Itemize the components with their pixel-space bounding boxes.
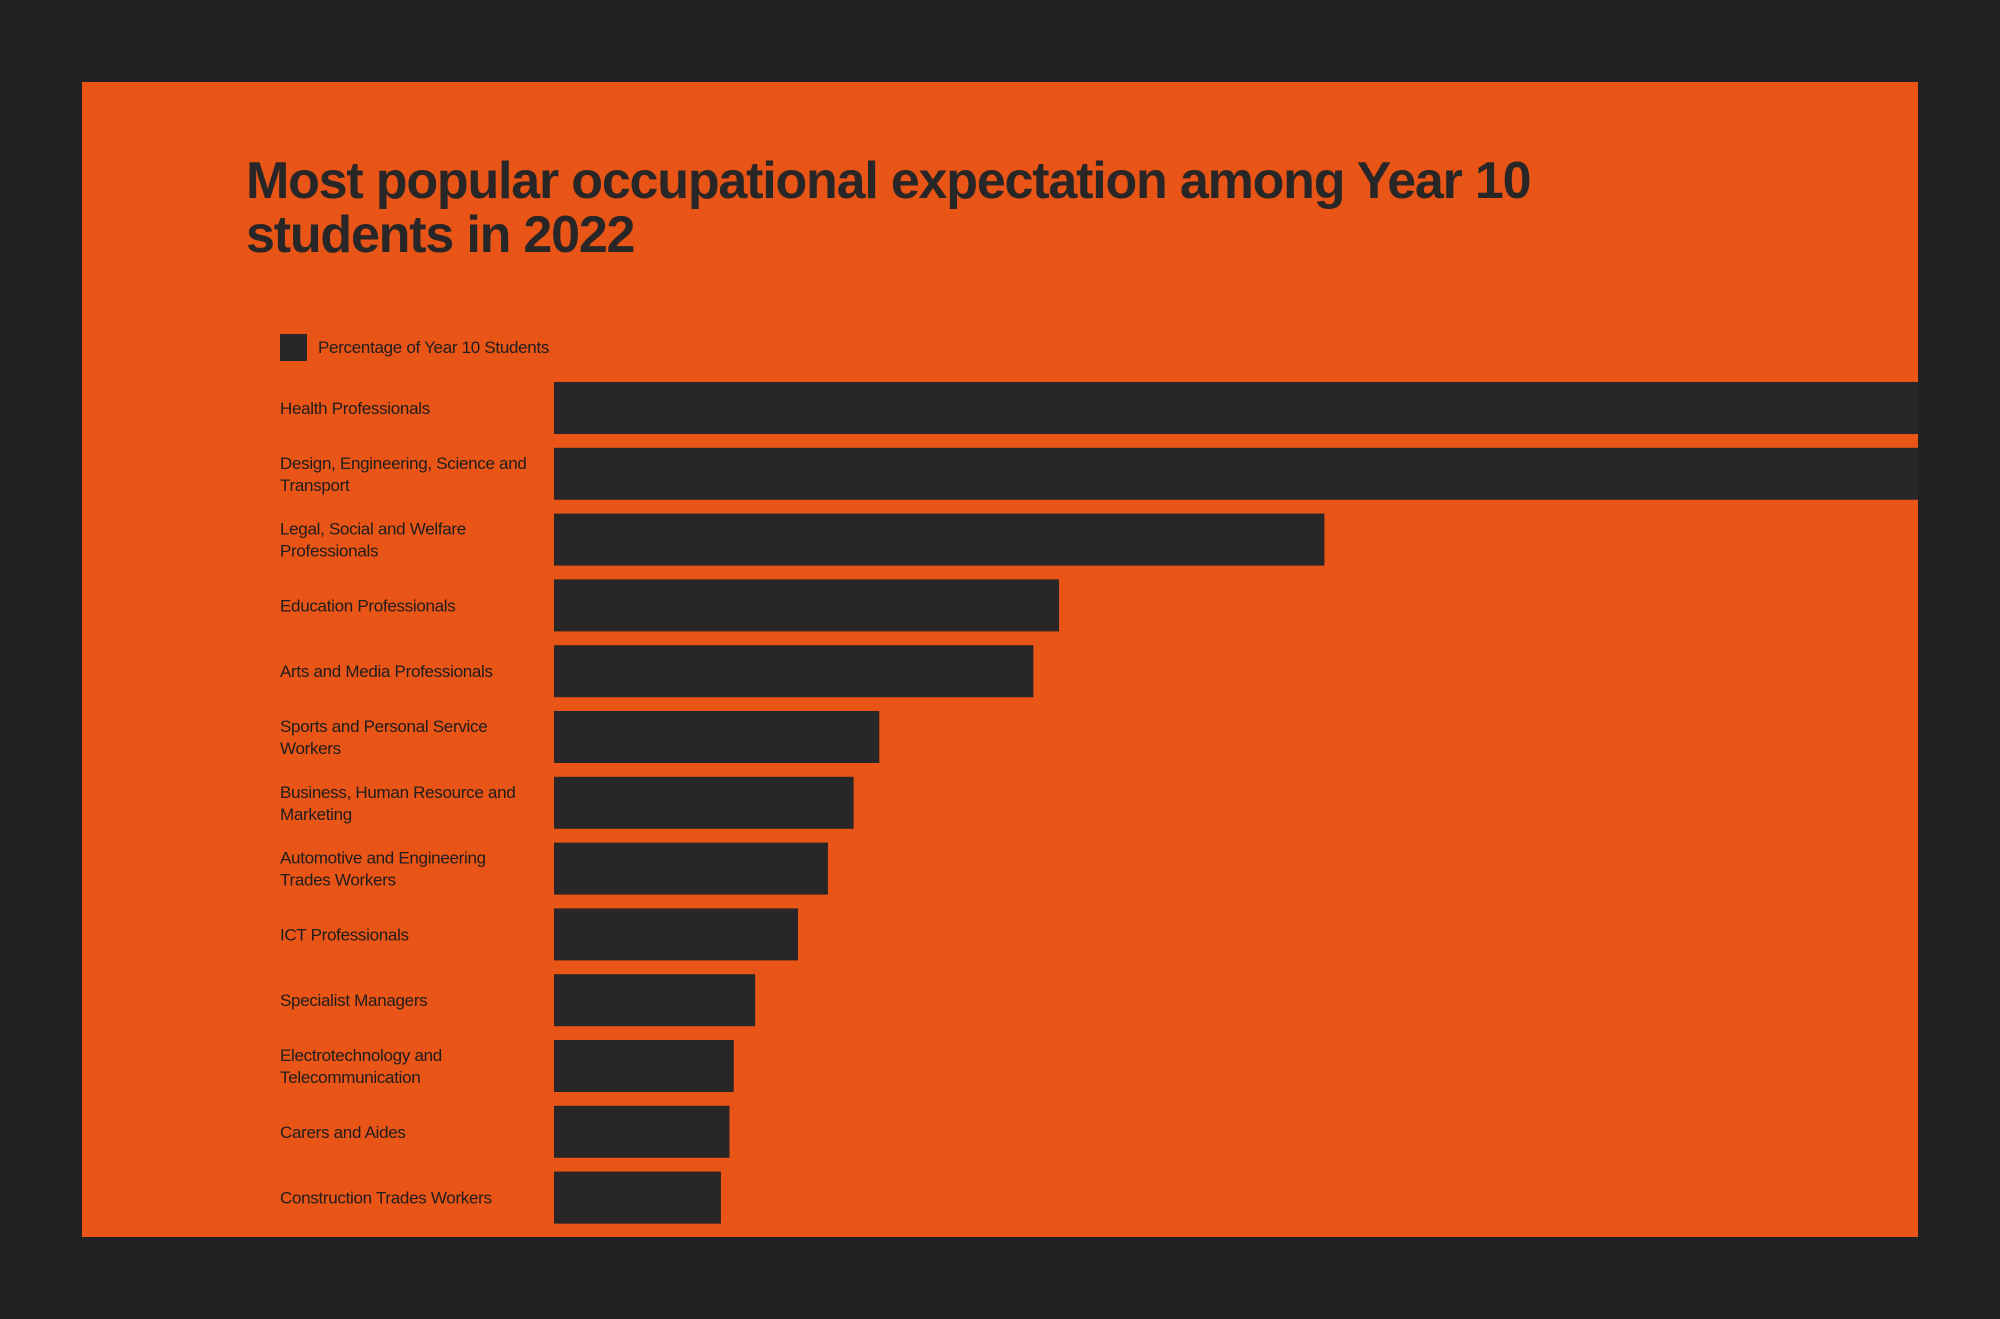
legend: Percentage of Year 10 Students bbox=[280, 334, 549, 361]
bar-plot: Health Professionals Design, Engineering,… bbox=[280, 382, 1918, 1224]
category-label: Specialist Managers bbox=[280, 991, 427, 1010]
category-label: Carers and Aides bbox=[280, 1123, 406, 1142]
category-label-line: Trades Workers bbox=[280, 871, 396, 890]
category-label: Sports and Personal Service Workers bbox=[280, 717, 487, 758]
bar bbox=[554, 645, 1034, 698]
category-label-line: Workers bbox=[280, 739, 341, 758]
category-label: ICT Professionals bbox=[280, 925, 409, 944]
chart-title: Most popular occupational expectation am… bbox=[246, 152, 1532, 264]
category-label-line: Sports and Personal Service bbox=[280, 717, 487, 736]
bar bbox=[554, 776, 854, 829]
category-label-line: Specialist Managers bbox=[280, 991, 427, 1010]
category-label-line: Electrotechnology and bbox=[280, 1046, 442, 1065]
category-label: Design, Engineering, Science and Transpor… bbox=[280, 454, 527, 495]
bar bbox=[554, 908, 798, 961]
category-label-line: Transport bbox=[280, 476, 350, 495]
category-label-line: Telecommunication bbox=[280, 1068, 420, 1087]
category-label: Health Professionals bbox=[280, 399, 430, 418]
category-label-line: Design, Engineering, Science and bbox=[280, 454, 527, 473]
category-label: Electrotechnology and Telecommunication bbox=[280, 1046, 442, 1087]
bar bbox=[554, 974, 756, 1027]
bar bbox=[554, 1105, 730, 1158]
category-label-line: ICT Professionals bbox=[280, 925, 409, 944]
category-label-line: Automotive and Engineering bbox=[280, 849, 486, 868]
category-label: Legal, Social and Welfare Professionals bbox=[280, 520, 466, 561]
category-label: Arts and Media Professionals bbox=[280, 662, 493, 681]
bar bbox=[554, 579, 1060, 632]
bar bbox=[554, 447, 1918, 500]
bar bbox=[554, 1040, 734, 1092]
category-label-line: Carers and Aides bbox=[280, 1123, 406, 1142]
category-label-line: Marketing bbox=[280, 805, 352, 824]
category-label-line: Legal, Social and Welfare bbox=[280, 520, 466, 539]
category-label-line: Construction Trades Workers bbox=[280, 1189, 492, 1208]
bar bbox=[554, 711, 880, 763]
bar bbox=[554, 382, 1918, 434]
category-label-line: Education Professionals bbox=[280, 596, 456, 615]
bar bbox=[554, 1171, 721, 1224]
category-label: Education Professionals bbox=[280, 596, 456, 615]
category-label-line: Health Professionals bbox=[280, 399, 430, 418]
category-label: Automotive and Engineering Trades Workers bbox=[280, 849, 486, 890]
category-label: Construction Trades Workers bbox=[280, 1189, 492, 1208]
category-label-line: Arts and Media Professionals bbox=[280, 662, 493, 681]
category-label: Business, Human Resource and Marketing bbox=[280, 783, 515, 824]
bar bbox=[554, 513, 1325, 566]
chart-panel: Most popular occupational expectation am… bbox=[82, 82, 1918, 1237]
legend-label: Percentage of Year 10 Students bbox=[318, 337, 550, 357]
category-label-line: Professionals bbox=[280, 542, 378, 561]
bar bbox=[554, 842, 828, 895]
category-label-line: Business, Human Resource and bbox=[280, 783, 515, 802]
legend-swatch bbox=[280, 334, 307, 361]
